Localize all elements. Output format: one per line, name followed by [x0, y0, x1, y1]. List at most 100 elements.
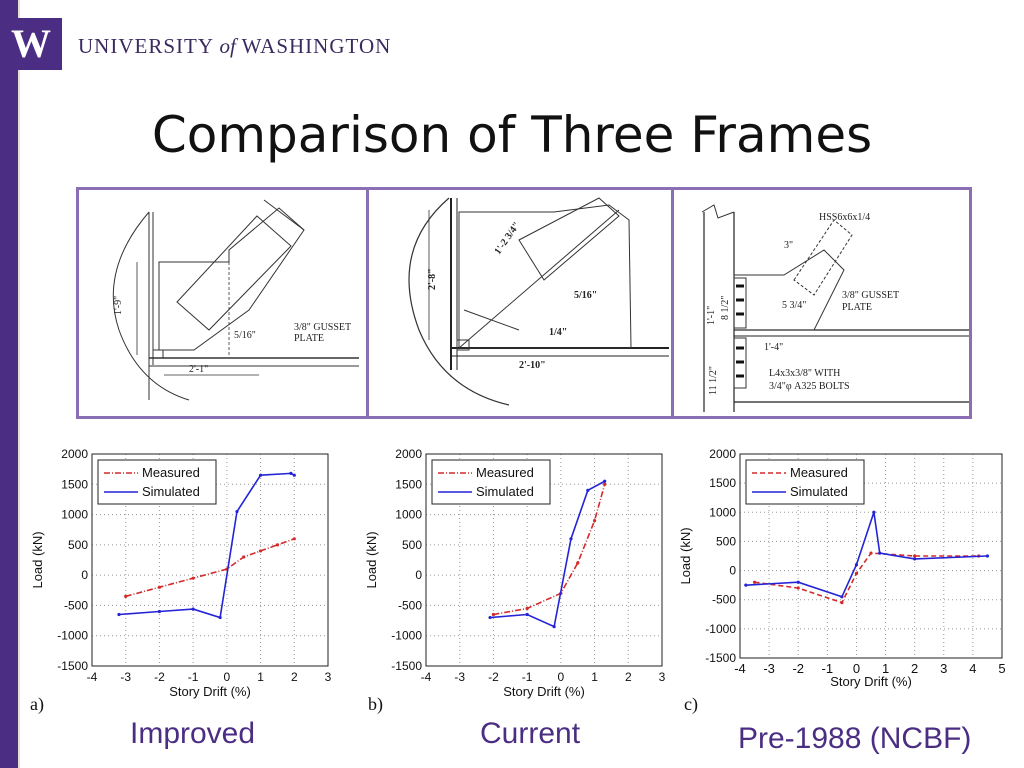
x-tick-label: 4: [969, 661, 976, 676]
y-tick-label: -500: [64, 598, 88, 612]
x-tick-label: -3: [454, 670, 465, 684]
plot-frame: [739, 453, 1003, 659]
data-point: [872, 510, 876, 514]
panel-label-c: c): [684, 694, 698, 714]
legend-label: Measured: [142, 465, 200, 480]
y-tick-label: -1500: [705, 651, 736, 665]
x-tick-label: -3: [120, 670, 131, 684]
x-tick-label: 3: [940, 661, 947, 676]
series-line-simulated: [745, 512, 988, 598]
chart-pre1988: -4 -3 -2 -1 0 1 2 3 4 5 2000 1500 1000 500 0 -500 -1000 -…: [678, 447, 1006, 689]
y-tick-label: 1000: [61, 508, 88, 522]
data-point: [878, 551, 882, 555]
x-tick-label: 1: [591, 670, 598, 684]
y-tick-label: -1000: [391, 629, 422, 643]
data-point: [117, 612, 121, 617]
x-tick-label: -2: [792, 661, 804, 676]
data-point: [525, 606, 529, 611]
diagram-a-height: 1'-9": [113, 296, 124, 315]
data-point: [258, 473, 263, 477]
plot-frame: [91, 453, 329, 667]
diagram-c-angle-1: L4x3x3/8" WITH: [769, 368, 840, 379]
x-tick-label: -4: [734, 661, 746, 676]
uni-name-post: WASHINGTON: [235, 34, 392, 58]
y-tick-label: 1000: [395, 508, 422, 522]
y-tick-label: 1000: [709, 505, 736, 519]
x-tick-label: 3: [325, 670, 332, 684]
diagram-c-gusset-2: PLATE: [842, 302, 872, 313]
y-tick-label: 500: [716, 534, 736, 548]
y-tick-label: 500: [68, 538, 88, 552]
logo-letter: W: [11, 21, 51, 66]
data-point: [191, 576, 195, 580]
caption-current: Current: [480, 717, 581, 750]
series-line-measured: [493, 484, 606, 616]
panel-label-a: a): [30, 694, 44, 714]
data-point: [552, 625, 556, 629]
connection-diagrams: 1'-9" 2'-1" 5/16" 3/8" GUSSET PLATE 2'-8…: [76, 187, 972, 419]
diagram-improved: 1'-9" 2'-1" 5/16" 3/8" GUSSET PLATE: [112, 199, 359, 401]
data-point: [124, 594, 128, 598]
legend-label: Measured: [790, 465, 848, 480]
left-accent-line: [18, 0, 20, 768]
legend-label: Simulated: [142, 484, 200, 499]
data-point: [796, 580, 800, 584]
x-tick-label: -2: [154, 670, 165, 684]
panel-label-b: b): [368, 694, 383, 714]
x-tick-label: -4: [87, 670, 98, 684]
x-tick-label: -1: [822, 661, 834, 676]
data-point: [525, 612, 529, 617]
diagram-current: 2'-8" 2'-10" 1'-2 3/4" 5/16" 1/4": [408, 197, 669, 406]
legend-label: Simulated: [476, 484, 534, 499]
diagram-divider-1: [366, 190, 369, 416]
diagram-c-height-2: 8 1/2": [720, 296, 731, 320]
data-point: [289, 471, 293, 475]
series-line-simulated: [118, 472, 295, 619]
x-tick-label: 0: [558, 670, 565, 684]
x-tick-label: 1: [257, 670, 264, 684]
data-point: [913, 557, 917, 561]
data-point: [275, 543, 280, 547]
diagram-c-hss: HSS6x6x1/4: [819, 212, 870, 223]
y-tick-label: -1500: [391, 659, 422, 673]
x-tick-label: -1: [188, 670, 199, 684]
x-tick-label: 3: [659, 670, 666, 684]
series-line-measured: [754, 552, 979, 604]
y-tick-label: -1000: [705, 622, 736, 636]
y-axis-label: Load (kN): [364, 531, 379, 588]
caption-improved: Improved: [130, 717, 256, 750]
data-point: [913, 554, 917, 558]
y-tick-label: 500: [402, 538, 422, 552]
x-tick-label: -3: [763, 661, 775, 676]
data-point: [869, 551, 873, 555]
diagram-a-width: 2'-1": [189, 364, 208, 375]
y-tick-label: 1500: [709, 476, 736, 490]
y-tick-label: -1000: [57, 629, 88, 643]
y-tick-label: 0: [81, 568, 88, 582]
x-tick-label: -2: [488, 670, 499, 684]
legend-box: [745, 459, 865, 505]
x-tick-label: 0: [224, 670, 231, 684]
data-point: [191, 607, 195, 611]
diagram-c-angle-2: 3/4"φ A325 BOLTS: [769, 381, 850, 392]
diagram-c-height-1: 1'-1": [706, 306, 717, 325]
university-logo: W: [0, 18, 62, 70]
y-tick-label: 1500: [395, 477, 422, 491]
y-tick-label: 1500: [61, 477, 88, 491]
legend-label: Measured: [476, 465, 534, 480]
x-tick-label: 5: [998, 661, 1005, 676]
data-point: [157, 609, 162, 614]
data-point: [242, 555, 246, 559]
diagram-a-weld: 5/16": [234, 330, 256, 341]
series-line-measured: [125, 538, 295, 598]
legend-box: [97, 459, 217, 505]
y-axis-label: Load (kN): [678, 527, 693, 584]
x-tick-label: -1: [522, 670, 533, 684]
x-tick-label: 2: [625, 670, 632, 684]
data-point: [592, 519, 597, 523]
plot-frame: [425, 453, 663, 667]
diagram-b-weld-2: 1/4": [549, 327, 567, 338]
data-point: [744, 583, 748, 587]
data-point: [796, 586, 800, 590]
legend-box: [431, 459, 551, 505]
